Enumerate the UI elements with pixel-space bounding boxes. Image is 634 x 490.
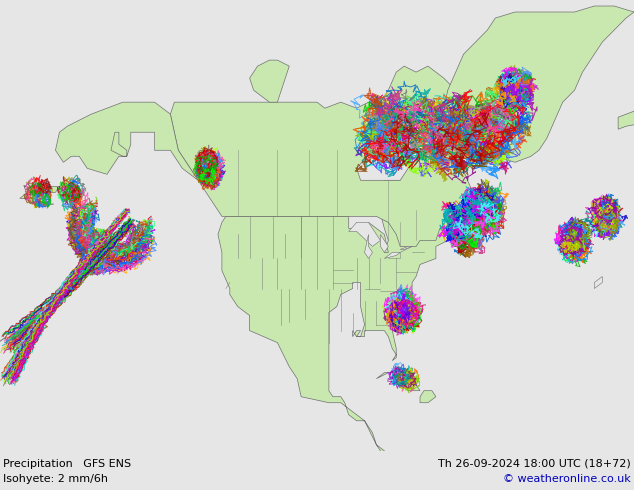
- Text: Precipitation   GFS ENS: Precipitation GFS ENS: [3, 459, 131, 468]
- Polygon shape: [377, 373, 420, 391]
- Polygon shape: [380, 234, 388, 252]
- Polygon shape: [400, 246, 412, 249]
- Polygon shape: [476, 198, 503, 228]
- Polygon shape: [451, 234, 476, 246]
- Polygon shape: [420, 391, 436, 403]
- Text: Isohyete: 2 mm/6h: Isohyete: 2 mm/6h: [3, 474, 108, 484]
- Text: Th 26-09-2024 18:00 UTC (18+72): Th 26-09-2024 18:00 UTC (18+72): [438, 459, 631, 468]
- Polygon shape: [48, 186, 60, 193]
- Polygon shape: [618, 108, 634, 129]
- Text: © weatheronline.co.uk: © weatheronline.co.uk: [503, 474, 631, 484]
- Polygon shape: [384, 252, 400, 258]
- Polygon shape: [365, 234, 372, 258]
- Polygon shape: [380, 66, 472, 138]
- Polygon shape: [20, 193, 39, 198]
- Polygon shape: [171, 102, 503, 246]
- Polygon shape: [444, 6, 634, 162]
- Polygon shape: [250, 60, 289, 102]
- Polygon shape: [55, 102, 198, 180]
- Polygon shape: [349, 222, 380, 246]
- Polygon shape: [218, 132, 476, 457]
- Polygon shape: [595, 276, 602, 289]
